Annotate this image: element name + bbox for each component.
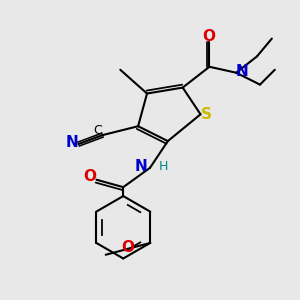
Text: O: O [122,240,134,255]
Text: O: O [202,29,215,44]
Text: N: N [135,159,148,174]
Text: O: O [83,169,97,184]
Text: N: N [66,135,79,150]
Text: S: S [201,107,212,122]
Text: N: N [235,64,248,79]
Text: C: C [94,124,102,137]
Text: H: H [158,160,168,173]
